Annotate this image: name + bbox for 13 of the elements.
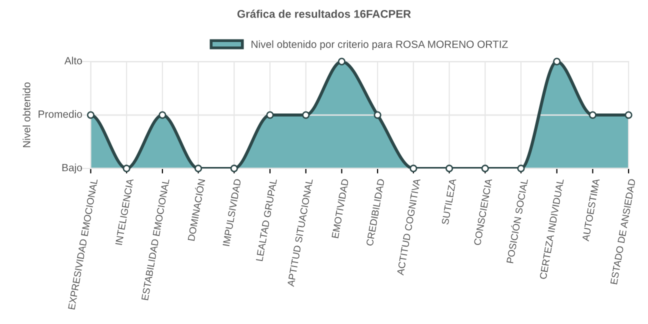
y-axis-title: Nivel obtenido (22, 82, 30, 148)
x-tick-label: POSICIÓN SOCIAL (504, 178, 528, 264)
x-tick-label: LEALTAD GRUPAL (256, 178, 277, 262)
x-tick-label: CERTEZA INDIVIDUAL (539, 178, 564, 280)
x-tick-label: SUTILEZA (442, 178, 456, 225)
ref-line-label: Alto (64, 56, 82, 64)
ref-line-label: Bajo (62, 164, 82, 174)
legend-label: Nivel obtenido por criterio para ROSA MORENO ORTIZ (252, 40, 508, 50)
x-tick-label: ACTITUD COGNITIVA (396, 178, 420, 276)
ref-line-label: Promedio (38, 110, 82, 118)
chart-title: Gráfica de resultados 16FACPER (237, 10, 411, 18)
x-tick-label: ESTADO DE ANSIEDAD (610, 178, 636, 284)
x-tick-label: EMOTIVIDAD (332, 178, 349, 238)
